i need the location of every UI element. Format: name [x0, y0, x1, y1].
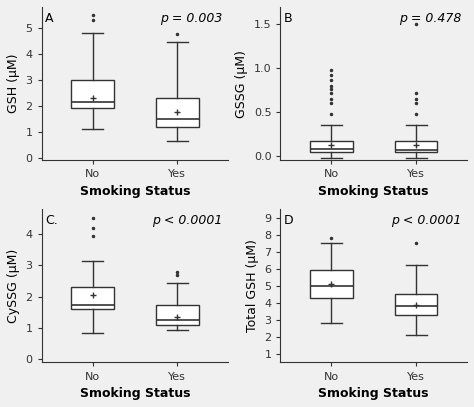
Text: A: A: [46, 11, 54, 24]
Text: D: D: [284, 214, 294, 227]
Y-axis label: Total GSH (μM): Total GSH (μM): [246, 239, 259, 332]
X-axis label: Smoking Status: Smoking Status: [319, 387, 429, 400]
PathPatch shape: [72, 287, 114, 309]
PathPatch shape: [395, 294, 438, 315]
Y-axis label: CySSG (μM): CySSG (μM): [7, 249, 20, 323]
PathPatch shape: [395, 141, 438, 153]
Text: p < 0.0001: p < 0.0001: [152, 214, 223, 227]
PathPatch shape: [156, 98, 199, 127]
Text: p = 0.003: p = 0.003: [160, 11, 223, 24]
Text: B: B: [284, 11, 293, 24]
Y-axis label: GSH (μM): GSH (μM): [7, 54, 20, 114]
PathPatch shape: [156, 304, 199, 325]
X-axis label: Smoking Status: Smoking Status: [319, 185, 429, 198]
Text: C.: C.: [46, 214, 58, 227]
Y-axis label: GSSG (μM): GSSG (μM): [235, 50, 248, 118]
PathPatch shape: [310, 141, 353, 153]
X-axis label: Smoking Status: Smoking Status: [80, 387, 190, 400]
PathPatch shape: [72, 80, 114, 108]
Text: p = 0.478: p = 0.478: [399, 11, 462, 24]
Text: p < 0.0001: p < 0.0001: [391, 214, 462, 227]
PathPatch shape: [310, 270, 353, 298]
X-axis label: Smoking Status: Smoking Status: [80, 185, 190, 198]
